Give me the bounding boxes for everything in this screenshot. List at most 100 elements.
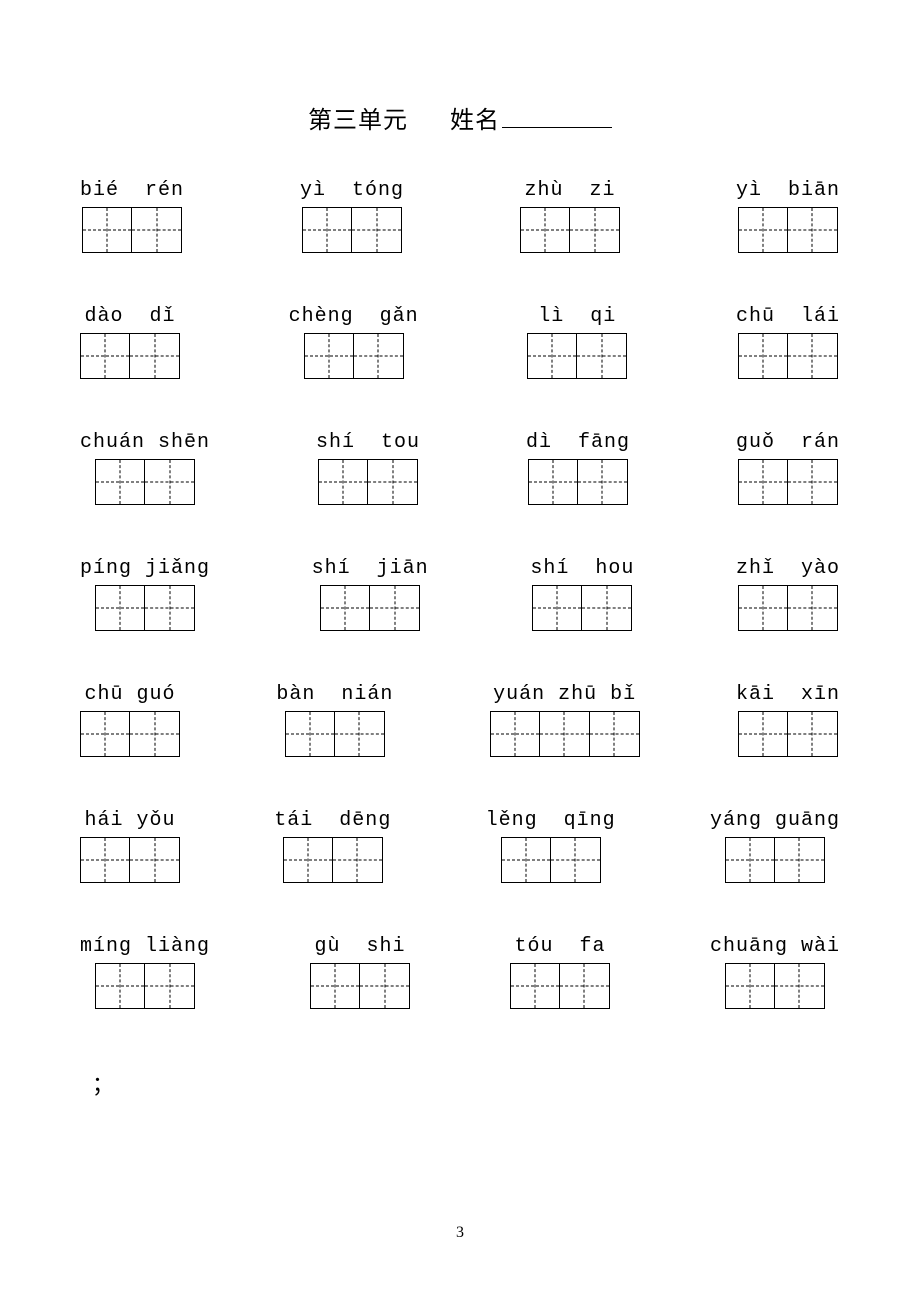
pinyin-label: dào dǐ xyxy=(84,307,175,327)
tianzi-box[interactable] xyxy=(360,963,410,1009)
tianzi-box[interactable] xyxy=(738,207,788,253)
tianzi-group xyxy=(738,333,838,379)
tianzi-box[interactable] xyxy=(520,207,570,253)
tianzi-box[interactable] xyxy=(738,711,788,757)
tianzi-box[interactable] xyxy=(310,963,360,1009)
tianzi-box[interactable] xyxy=(788,585,838,631)
tianzi-group xyxy=(527,333,627,379)
tianzi-box[interactable] xyxy=(320,585,370,631)
tianzi-group xyxy=(82,207,182,253)
practice-cell: zhù zi xyxy=(520,181,620,253)
tianzi-box[interactable] xyxy=(130,711,180,757)
tianzi-box[interactable] xyxy=(490,711,540,757)
tianzi-group xyxy=(490,711,640,757)
pinyin-label: chuāng wài xyxy=(710,937,840,957)
tianzi-box[interactable] xyxy=(540,711,590,757)
tianzi-box[interactable] xyxy=(283,837,333,883)
tianzi-box[interactable] xyxy=(95,459,145,505)
tianzi-box[interactable] xyxy=(95,585,145,631)
tianzi-box[interactable] xyxy=(335,711,385,757)
page-number: 3 xyxy=(0,1224,920,1242)
tianzi-box[interactable] xyxy=(560,963,610,1009)
tianzi-box[interactable] xyxy=(551,837,601,883)
tianzi-box[interactable] xyxy=(145,585,195,631)
tianzi-group xyxy=(80,333,180,379)
pinyin-label: zhù zi xyxy=(524,181,615,201)
tianzi-box[interactable] xyxy=(788,207,838,253)
pinyin-label: yì tóng xyxy=(300,181,404,201)
pinyin-label: hái yǒu xyxy=(84,811,175,831)
tianzi-group xyxy=(320,585,420,631)
tianzi-box[interactable] xyxy=(725,963,775,1009)
practice-cell: hái yǒu xyxy=(80,811,180,883)
tianzi-box[interactable] xyxy=(738,585,788,631)
tianzi-box[interactable] xyxy=(318,459,368,505)
worksheet-page: 第三单元 姓名 bié rényì tóngzhù ziyì biāndào d… xyxy=(0,0,920,1139)
tianzi-group xyxy=(510,963,610,1009)
tianzi-box[interactable] xyxy=(130,333,180,379)
tianzi-group xyxy=(725,837,825,883)
pinyin-label: lì qi xyxy=(538,307,616,327)
pinyin-label: shí tou xyxy=(316,433,420,453)
pinyin-label: chū lái xyxy=(736,307,840,327)
tianzi-box[interactable] xyxy=(80,711,130,757)
tianzi-box[interactable] xyxy=(788,459,838,505)
practice-cell: chū guó xyxy=(80,685,180,757)
tianzi-box[interactable] xyxy=(80,837,130,883)
pinyin-label: míng liàng xyxy=(80,937,210,957)
tianzi-box[interactable] xyxy=(527,333,577,379)
tianzi-group xyxy=(725,963,825,1009)
tianzi-box[interactable] xyxy=(501,837,551,883)
tianzi-box[interactable] xyxy=(354,333,404,379)
practice-cell: dào dǐ xyxy=(80,307,180,379)
unit-title: 第三单元 xyxy=(308,108,408,134)
tianzi-box[interactable] xyxy=(370,585,420,631)
tianzi-box[interactable] xyxy=(578,459,628,505)
tianzi-box[interactable] xyxy=(130,837,180,883)
tianzi-box[interactable] xyxy=(725,837,775,883)
tianzi-box[interactable] xyxy=(352,207,402,253)
tianzi-box[interactable] xyxy=(738,459,788,505)
tianzi-box[interactable] xyxy=(775,837,825,883)
pinyin-label: guǒ rán xyxy=(736,433,840,453)
pinyin-label: bàn nián xyxy=(276,685,393,705)
practice-cell: míng liàng xyxy=(80,937,210,1009)
tianzi-box[interactable] xyxy=(510,963,560,1009)
tianzi-group xyxy=(532,585,632,631)
practice-cell: shí hou xyxy=(530,559,634,631)
tianzi-box[interactable] xyxy=(333,837,383,883)
tianzi-box[interactable] xyxy=(145,963,195,1009)
tianzi-box[interactable] xyxy=(302,207,352,253)
tianzi-box[interactable] xyxy=(132,207,182,253)
tianzi-box[interactable] xyxy=(788,711,838,757)
tianzi-box[interactable] xyxy=(368,459,418,505)
tianzi-box[interactable] xyxy=(285,711,335,757)
tianzi-box[interactable] xyxy=(80,333,130,379)
tianzi-box[interactable] xyxy=(577,333,627,379)
practice-cell: chèng gǎn xyxy=(289,307,419,379)
practice-cell: shí jiān xyxy=(312,559,429,631)
tianzi-box[interactable] xyxy=(145,459,195,505)
tianzi-box[interactable] xyxy=(570,207,620,253)
tianzi-box[interactable] xyxy=(582,585,632,631)
tianzi-box[interactable] xyxy=(528,459,578,505)
tianzi-group xyxy=(285,711,385,757)
tianzi-box[interactable] xyxy=(738,333,788,379)
tianzi-group xyxy=(501,837,601,883)
tianzi-box[interactable] xyxy=(95,963,145,1009)
practice-cell: tái dēng xyxy=(274,811,391,883)
tianzi-box[interactable] xyxy=(775,963,825,1009)
tianzi-box[interactable] xyxy=(532,585,582,631)
tianzi-box[interactable] xyxy=(304,333,354,379)
tianzi-group xyxy=(80,837,180,883)
pinyin-label: gù shi xyxy=(314,937,405,957)
tianzi-box[interactable] xyxy=(590,711,640,757)
tianzi-box[interactable] xyxy=(82,207,132,253)
practice-row: bié rényì tóngzhù ziyì biān xyxy=(80,181,840,253)
practice-cell: yì tóng xyxy=(300,181,404,253)
name-blank-line[interactable] xyxy=(502,127,612,128)
tianzi-box[interactable] xyxy=(788,333,838,379)
practice-cell: lěng qīng xyxy=(486,811,616,883)
practice-grid: bié rényì tóngzhù ziyì biāndào dǐchèng g… xyxy=(80,181,840,1009)
pinyin-label: dì fāng xyxy=(526,433,630,453)
